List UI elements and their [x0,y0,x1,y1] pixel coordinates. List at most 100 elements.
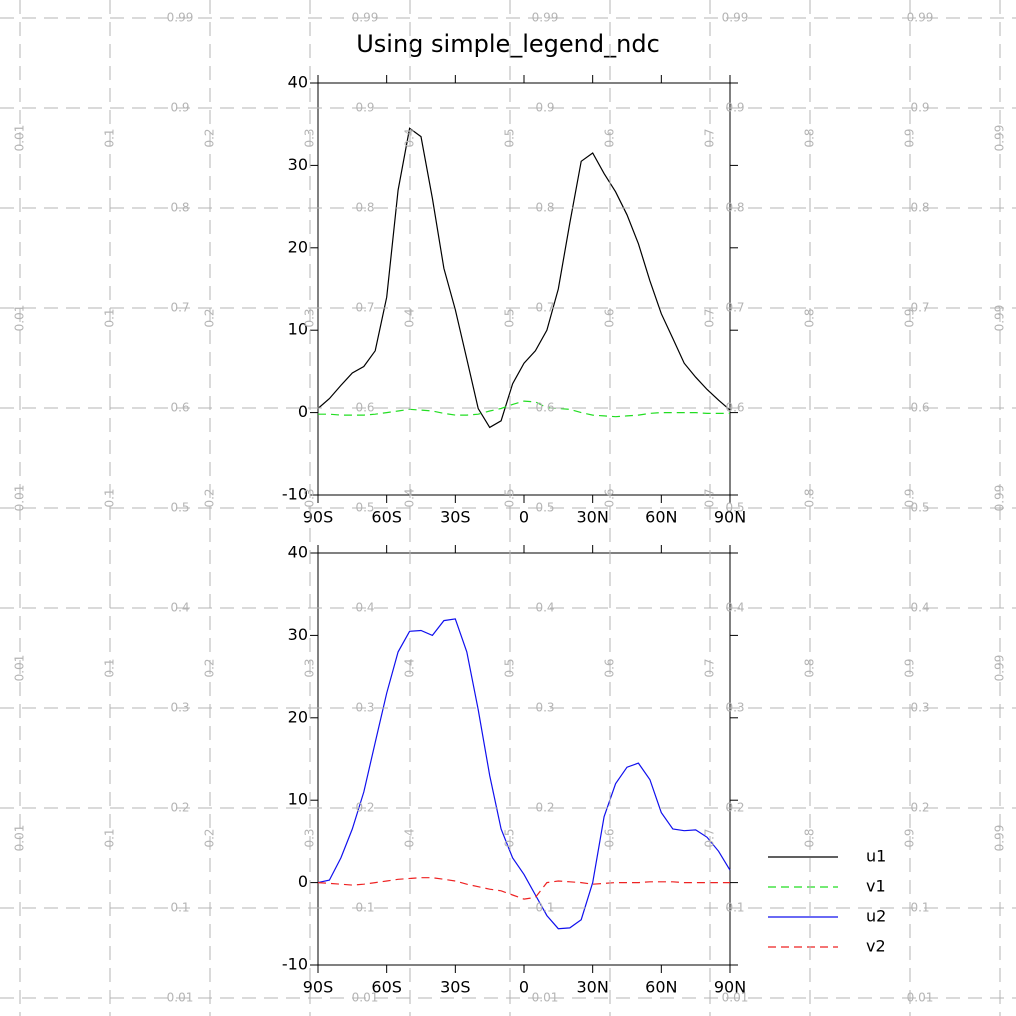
y-tick-label: 20 [288,707,308,726]
ndc-label: 0.4 [403,658,417,677]
ndc-label: 0.4 [910,601,929,615]
x-tick-label: 90S [303,508,334,527]
ndc-label: 0.8 [725,201,744,215]
ndc-label: 0.3 [910,701,929,715]
ndc-label: 0.99 [993,485,1007,512]
ndc-label: 0.01 [13,485,27,512]
plot-frame [317,82,731,496]
ndc-label: 0.6 [725,401,744,415]
y-tick-label: -10 [282,485,308,504]
plot-frame [317,552,731,966]
ndc-label: 0.8 [803,128,817,147]
ndc-label: 0.1 [725,901,744,915]
ndc-label: 0.7 [355,301,374,315]
ndc-label: 0.2 [355,801,374,815]
ndc-label: 0.99 [167,11,194,25]
ndc-label: 0.8 [803,658,817,677]
ndc-label: 0.7 [725,301,744,315]
data-line [317,127,731,429]
ndc-label: 0.9 [903,128,917,147]
ndc-label: 0.4 [725,601,744,615]
ndc-label: 0.01 [13,655,27,682]
ndc-label: 0.7 [703,488,717,507]
legend-label: v2 [866,937,886,956]
ndc-label: 0.3 [303,658,317,677]
ndc-label: 0.1 [103,828,117,847]
ndc-label: 0.4 [355,601,374,615]
ndc-label: 0.1 [103,308,117,327]
x-tick-label: 30S [440,978,471,997]
legend-label: u1 [866,847,886,866]
ndc-label: 0.9 [725,101,744,115]
ndc-label: 0.8 [803,308,817,327]
ndc-label: 0.9 [903,308,917,327]
ndc-label: 0.8 [803,828,817,847]
ndc-label: 0.99 [907,11,934,25]
ndc-label: 0.3 [725,701,744,715]
ndc-label: 0.01 [352,991,379,1005]
ndc-label: 0.5 [725,501,744,515]
ndc-label: 0.9 [903,828,917,847]
ndc-label: 0.99 [993,655,1007,682]
ndc-label: 0.9 [170,101,189,115]
ndc-label: 0.4 [170,601,189,615]
chart-title: Using simple_legend_ndc [356,30,660,58]
ndc-label: 0.6 [603,828,617,847]
x-tick-label: 60S [371,978,402,997]
ndc-label: 0.1 [103,658,117,677]
x-tick-label: 60N [645,978,677,997]
ndc-label: 0.6 [603,308,617,327]
ndc-label: 0.5 [535,501,554,515]
ndc-label: 0.6 [603,488,617,507]
ndc-label: 0.6 [535,401,554,415]
ndc-label: 0.3 [535,701,554,715]
ndc-label: 0.01 [13,305,27,332]
ndc-label: 0.5 [503,308,517,327]
ndc-label: 0.7 [910,301,929,315]
x-tick-label: 60S [371,508,402,527]
ndc-label: 0.4 [403,828,417,847]
ndc-label: 0.2 [203,658,217,677]
ndc-label: 0.2 [170,801,189,815]
ndc-label: 0.99 [993,125,1007,152]
x-tick-label: 30S [440,508,471,527]
ndc-label: 0.01 [722,991,749,1005]
ndc-label: 0.4 [535,601,554,615]
ndc-label: 0.9 [535,101,554,115]
ndc-label: 0.7 [703,308,717,327]
y-tick-label: 20 [288,237,308,256]
ndc-label: 0.6 [603,658,617,677]
ndc-label: 0.3 [303,128,317,147]
ndc-label: 0.1 [170,901,189,915]
ndc-label: 0.1 [103,488,117,507]
data-line [318,400,730,418]
ndc-label: 0.1 [355,901,374,915]
y-tick-label: 10 [288,790,308,809]
ndc-label: 0.6 [603,128,617,147]
ndc-label: 0.5 [910,501,929,515]
ndc-label: 0.2 [203,828,217,847]
ndc-label: 0.2 [203,128,217,147]
ndc-label: 0.4 [403,488,417,507]
data-line [317,877,730,900]
x-tick-label: 0 [519,978,529,997]
ndc-label: 0.99 [532,11,559,25]
ndc-label: 0.3 [170,701,189,715]
y-tick-label: 0 [298,872,308,891]
y-tick-label: 0 [298,402,308,421]
ndc-label: 0.3 [303,308,317,327]
x-tick-label: 30N [577,508,609,527]
y-tick-label: 40 [288,73,308,92]
y-tick-label: 40 [288,543,308,562]
x-tick-label: 90N [714,978,746,997]
x-tick-label: 30N [577,978,609,997]
ndc-label: 0.3 [355,701,374,715]
ndc-label: 0.1 [535,901,554,915]
ndc-label: 0.01 [167,991,194,1005]
y-tick-label: 30 [288,155,308,174]
ndc-label: 0.9 [903,488,917,507]
ndc-label: 0.1 [103,128,117,147]
legend-label: u2 [866,907,886,926]
ndc-label: 0.01 [13,825,27,852]
